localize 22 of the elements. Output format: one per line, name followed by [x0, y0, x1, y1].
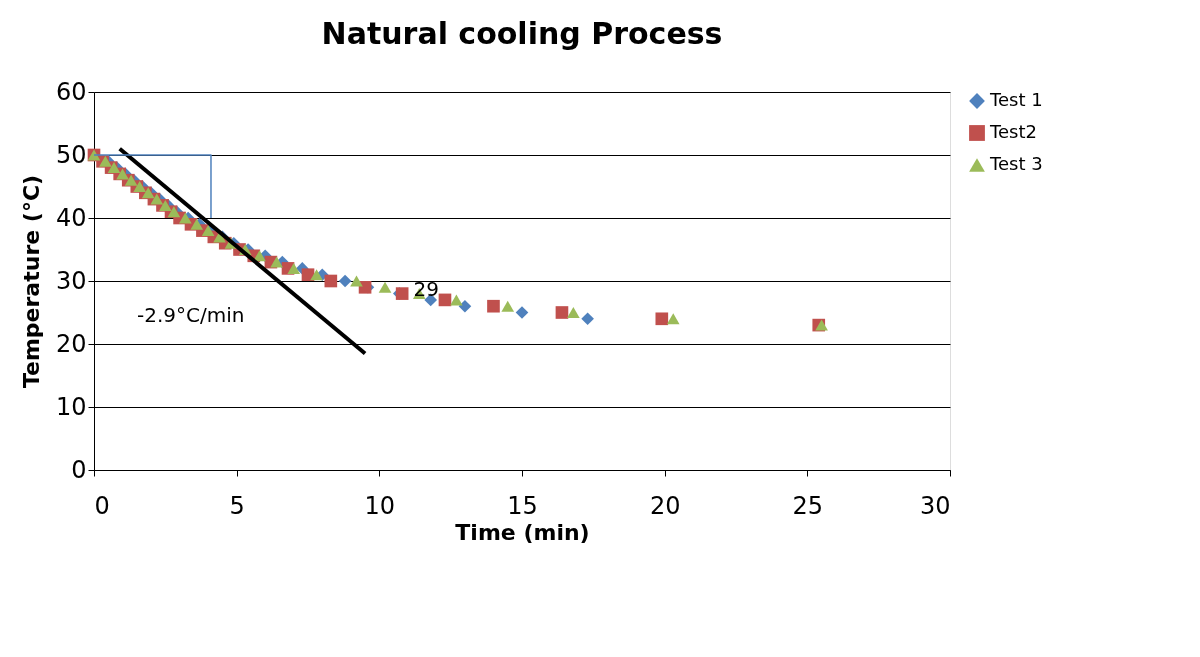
y-tick-label: 20 [55, 329, 87, 358]
y-tick-label: 60 [55, 77, 87, 106]
x-tick-label: 25 [792, 491, 824, 520]
legend-label: Test2 [989, 121, 1037, 142]
y-tick-label: 50 [55, 140, 87, 169]
legend-label: Test 1 [989, 89, 1043, 110]
y-tick-label: 0 [71, 455, 87, 484]
annotation: 29 [413, 277, 440, 302]
y-tick-label: 40 [55, 203, 87, 232]
x-tick-label: 15 [507, 491, 538, 520]
x-tick-label: 0 [94, 491, 110, 520]
x-tick-label: 10 [364, 491, 396, 520]
x-tick-label: 20 [649, 491, 681, 520]
annotation: -2.9°C/min [137, 303, 245, 327]
legend-label: Test 3 [989, 153, 1043, 174]
x-axis-title: Time (min) [455, 519, 590, 545]
y-tick-label: 10 [55, 392, 87, 421]
y-tick-label: 30 [55, 266, 87, 295]
x-tick-label: 5 [229, 491, 245, 520]
y-axis-title: Temperature (°C) [18, 174, 44, 389]
x-tick-label: 30 [919, 491, 951, 520]
chart-title: Natural cooling Process [321, 16, 723, 51]
